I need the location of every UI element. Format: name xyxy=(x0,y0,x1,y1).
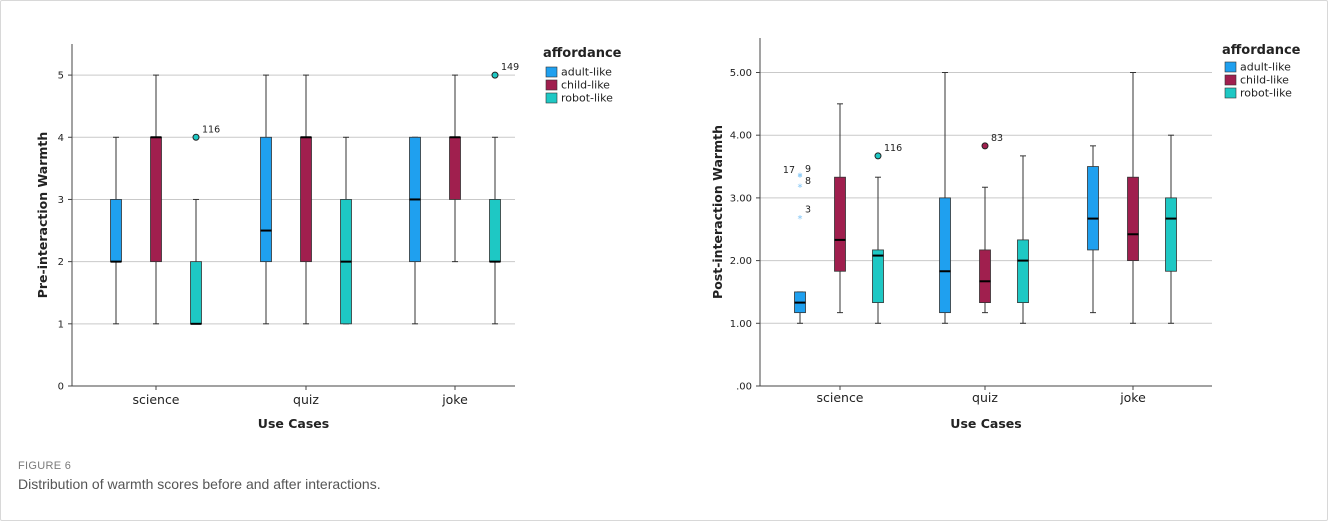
y-tick-label: 4 xyxy=(58,133,64,144)
box-child-like-science xyxy=(834,103,846,314)
box-robot-like-quiz xyxy=(1017,155,1029,324)
y-tick-label: 1 xyxy=(58,319,64,330)
box-body xyxy=(834,176,846,272)
legend-swatch-child-like xyxy=(1224,74,1237,86)
box-body xyxy=(1165,197,1177,272)
chart-panel-1: 0 1 2 3 4 5 science quiz joke Use Cases Pre-intera… xyxy=(35,44,622,431)
box-robot-like-science: 116 xyxy=(872,143,902,324)
box-body xyxy=(110,199,122,263)
outlier-point xyxy=(981,142,989,150)
box-body xyxy=(979,249,991,304)
x-tick-label: joke xyxy=(1119,390,1146,405)
box-body xyxy=(872,249,884,304)
x-tick-label: joke xyxy=(441,392,468,407)
box-body xyxy=(300,136,312,263)
legend-swatch-adult-like xyxy=(545,66,558,78)
box-adult-like-joke xyxy=(1087,145,1099,314)
box-body xyxy=(260,136,272,263)
outlier-label: 8 xyxy=(805,176,811,187)
y-tick-label: 0 xyxy=(58,382,64,393)
box-child-like-quiz: 83 xyxy=(979,133,1003,314)
legend-label-child-like: child-like xyxy=(1240,74,1289,87)
legend-label-adult-like: adult-like xyxy=(561,66,612,79)
legend-title: affordance xyxy=(543,46,622,61)
box-child-like-joke xyxy=(1127,71,1139,324)
outlier-label: 3 xyxy=(805,205,811,216)
box-robot-like-quiz xyxy=(340,136,352,325)
box-body xyxy=(150,136,162,263)
x-axis-label: Use Cases xyxy=(258,416,329,431)
legend-swatch-robot-like xyxy=(545,92,558,104)
x-tick-label: science xyxy=(816,390,863,405)
x-tick-label: science xyxy=(132,392,179,407)
y-tick-label: 5 xyxy=(58,71,64,82)
box-adult-like-quiz xyxy=(260,74,272,325)
box-body xyxy=(1017,239,1029,304)
box-robot-like-joke: 149 xyxy=(489,62,519,325)
outlier-point xyxy=(192,133,200,141)
figure-caption: Distribution of warmth scores before and… xyxy=(18,476,381,492)
legend-label-robot-like: robot-like xyxy=(561,92,613,105)
outlier-star: * xyxy=(798,183,803,194)
legend-swatch-adult-like xyxy=(1224,61,1237,73)
outlier-label: 116 xyxy=(202,124,220,135)
outlier-label: 83 xyxy=(991,133,1003,144)
box-adult-like-joke xyxy=(409,136,421,325)
box-robot-like-joke xyxy=(1165,134,1177,324)
outlier-point xyxy=(874,152,882,160)
box-adult-like-quiz xyxy=(939,71,951,324)
legend-label-child-like: child-like xyxy=(561,79,610,92)
box-child-like-quiz xyxy=(300,74,312,325)
y-axis-label: Pre-interaction Warmth xyxy=(35,132,50,299)
legend-swatch-robot-like xyxy=(1224,87,1237,99)
box-body xyxy=(449,136,461,200)
outlier-star: * xyxy=(798,171,803,182)
outlier-label: 116 xyxy=(884,143,902,154)
box-body xyxy=(190,261,202,325)
box-body xyxy=(1127,176,1139,261)
chart-panel-2: .00 1.00 2.00 3.00 4.00 5.00 science quiz joke Us… xyxy=(710,38,1301,431)
outlier-star: * xyxy=(798,173,803,184)
x-axis-label: Use Cases xyxy=(950,416,1021,431)
box-body xyxy=(489,199,501,263)
box-adult-like-science xyxy=(110,136,122,325)
outlier-label: 149 xyxy=(501,62,519,73)
y-tick-label: 4.00 xyxy=(730,131,752,142)
y-tick-label: 1.00 xyxy=(730,319,752,330)
box-body xyxy=(1087,166,1099,251)
box-adult-like-science: *17*9*8*3 xyxy=(783,164,811,324)
y-tick-label: 2.00 xyxy=(730,256,752,267)
y-tick-label: 3 xyxy=(58,195,64,206)
box-body xyxy=(939,197,951,314)
outlier-label: 17 xyxy=(783,165,795,176)
y-tick-label: 2 xyxy=(58,257,64,268)
x-tick-label: quiz xyxy=(293,392,319,407)
legend-label-adult-like: adult-like xyxy=(1240,61,1291,74)
y-tick-label: 5.00 xyxy=(730,68,752,79)
box-child-like-science xyxy=(150,74,162,325)
outlier-star: * xyxy=(798,214,803,225)
box-robot-like-science: 116 xyxy=(190,124,220,325)
figure-label: FIGURE 6 xyxy=(18,460,72,472)
box-child-like-joke xyxy=(449,74,461,263)
x-tick-label: quiz xyxy=(972,390,998,405)
outlier-label: 9 xyxy=(805,164,811,175)
y-axis-label: Post-interaction Warmth xyxy=(710,125,725,299)
legend-swatch-child-like xyxy=(545,79,558,91)
outlier-point xyxy=(491,71,499,79)
y-tick-label: 3.00 xyxy=(730,193,752,204)
legend-label-robot-like: robot-like xyxy=(1240,87,1292,100)
y-tick-label: .00 xyxy=(736,382,752,393)
legend-title: affordance xyxy=(1222,43,1301,58)
